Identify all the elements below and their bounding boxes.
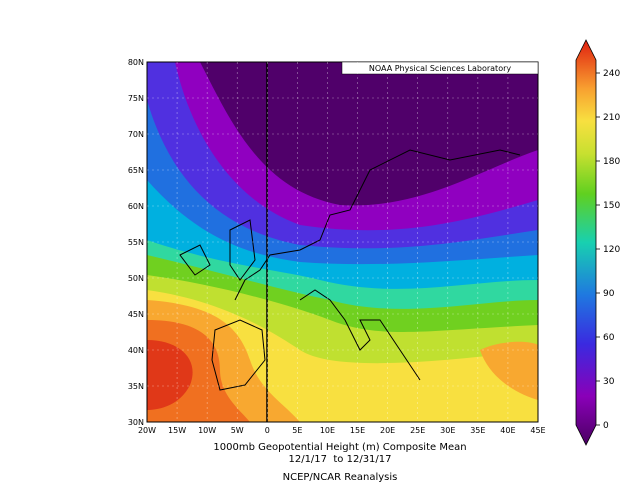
colorbar-label: 240 <box>603 69 620 79</box>
lon-label: 40E <box>500 426 515 435</box>
lat-label: 60N <box>128 202 144 211</box>
lon-label: 10W <box>198 426 216 435</box>
lon-label: 35E <box>470 426 485 435</box>
colorbar-label: 150 <box>603 201 620 211</box>
colorbar-label: 210 <box>603 113 620 123</box>
colorbar-label: 0 <box>603 421 609 431</box>
lon-label: 15E <box>350 426 365 435</box>
colorbar-label: 60 <box>603 333 615 343</box>
map-title: 1000mb Geopotential Height (m) Composite… <box>213 442 466 453</box>
lon-label: 25E <box>410 426 425 435</box>
lon-label: 5E <box>292 426 302 435</box>
lon-label: 30E <box>440 426 455 435</box>
lat-label: 50N <box>128 274 144 283</box>
lon-label: 10E <box>320 426 335 435</box>
lon-label: 0 <box>265 426 270 435</box>
lat-label: 30N <box>128 418 144 427</box>
lon-label: 5W <box>231 426 244 435</box>
lon-label: 45E <box>530 426 545 435</box>
lat-label: 40N <box>128 346 144 355</box>
lat-label: 45N <box>128 310 144 319</box>
lon-label: 20E <box>380 426 395 435</box>
lat-label: 75N <box>128 94 144 103</box>
credit: NOAA Physical Sciences Laboratory <box>369 64 512 73</box>
lon-label: 20W <box>138 426 156 435</box>
credit-box <box>341 61 539 75</box>
colorbar-label: 90 <box>603 289 615 299</box>
lon-label: 15W <box>168 426 186 435</box>
lat-label: 65N <box>128 166 144 175</box>
map-source: NCEP/NCAR Reanalysis <box>283 472 398 483</box>
lat-label: 35N <box>128 382 144 391</box>
lat-label: 70N <box>128 130 144 139</box>
colorbar <box>575 39 597 446</box>
colorbar-label: 30 <box>603 377 615 387</box>
map-dates: 12/1/17 to 12/31/17 <box>288 454 391 465</box>
lat-label: 80N <box>128 58 144 67</box>
lat-label: 55N <box>128 238 144 247</box>
colorbar-label: 180 <box>603 157 620 167</box>
colorbar-label: 120 <box>603 245 620 255</box>
